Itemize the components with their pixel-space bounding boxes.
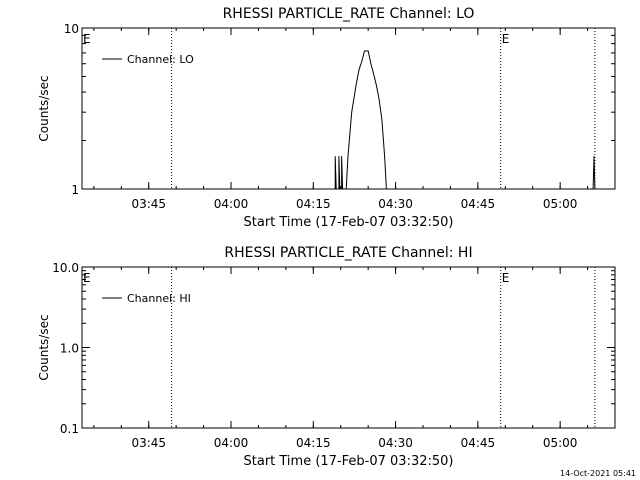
y-tick-label: 10.0: [52, 261, 79, 275]
x-axis-label: Start Time (17-Feb-07 03:32:50): [244, 454, 454, 469]
footer-timestamp: 14-Oct-2021 05:41: [560, 469, 636, 478]
legend-label: Channel: LO: [127, 53, 194, 66]
x-tick-label: 04:15: [296, 197, 331, 211]
x-tick-label: 03:45: [131, 197, 166, 211]
plot-frame: [81, 27, 616, 190]
x-tick-label: 04:00: [214, 436, 249, 450]
panel-channel-lo: RHESSI PARTICLE_RATE Channel: LO Start Ti…: [37, 6, 616, 230]
y-tick-label: 0.1: [60, 422, 79, 436]
event-marker-label: E: [83, 271, 91, 285]
x-axis-label: Start Time (17-Feb-07 03:32:50): [244, 215, 454, 230]
x-tick-label: 04:30: [378, 436, 413, 450]
y-axis-label: Counts/sec: [37, 314, 51, 380]
y-tick-label: 1.0: [60, 342, 79, 356]
y-axis-label: Counts/sec: [37, 75, 51, 141]
x-tick-label: 04:00: [214, 197, 249, 211]
panel-channel-hi: RHESSI PARTICLE_RATE Channel: HI Start Ti…: [37, 245, 616, 469]
x-tick-label: 03:45: [131, 436, 166, 450]
x-tick-label: 04:30: [378, 197, 413, 211]
chart-title: RHESSI PARTICLE_RATE Channel: LO: [223, 6, 475, 22]
y-tick-label: 10: [64, 22, 79, 36]
event-marker-label: E: [83, 32, 91, 46]
x-tick-label: 05:00: [543, 436, 578, 450]
x-tick-label: 04:15: [296, 436, 331, 450]
legend-label: Channel: HI: [127, 292, 191, 305]
chart-title: RHESSI PARTICLE_RATE Channel: HI: [224, 245, 472, 261]
event-marker-label: E: [502, 32, 510, 46]
x-tick-label: 04:45: [461, 197, 496, 211]
y-tick-label: 1: [71, 183, 79, 197]
event-marker-label: E: [502, 271, 510, 285]
x-tick-label: 04:45: [461, 436, 496, 450]
x-tick-label: 05:00: [543, 197, 578, 211]
series-line: [334, 50, 596, 190]
